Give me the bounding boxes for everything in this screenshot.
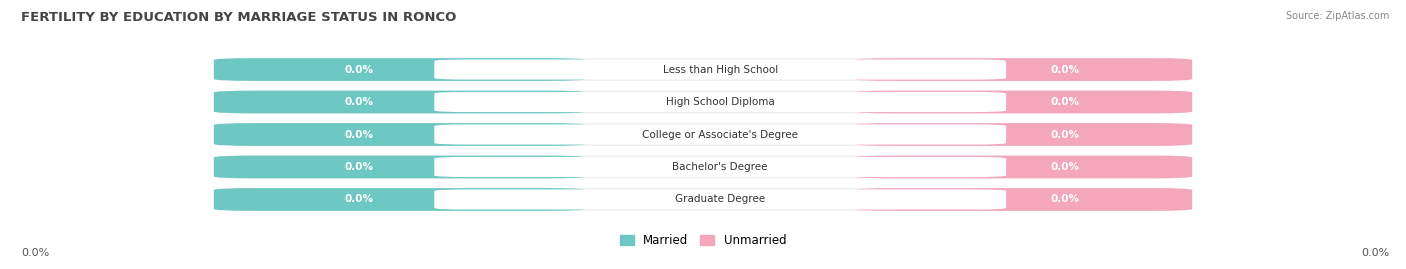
FancyBboxPatch shape <box>434 125 1007 144</box>
Text: 0.0%: 0.0% <box>344 162 373 172</box>
Text: High School Diploma: High School Diploma <box>666 97 775 107</box>
FancyBboxPatch shape <box>461 190 565 209</box>
FancyBboxPatch shape <box>461 158 565 176</box>
FancyBboxPatch shape <box>434 189 1007 210</box>
FancyBboxPatch shape <box>214 58 586 81</box>
FancyBboxPatch shape <box>855 58 1192 81</box>
Text: Bachelor's Degree: Bachelor's Degree <box>672 162 768 172</box>
Text: Source: ZipAtlas.com: Source: ZipAtlas.com <box>1285 11 1389 21</box>
Text: 0.0%: 0.0% <box>1050 194 1080 204</box>
FancyBboxPatch shape <box>214 155 586 178</box>
Text: 0.0%: 0.0% <box>1361 248 1389 258</box>
Text: Less than High School: Less than High School <box>662 65 778 75</box>
Text: 0.0%: 0.0% <box>1050 162 1080 172</box>
Text: 0.0%: 0.0% <box>344 194 373 204</box>
FancyBboxPatch shape <box>461 125 565 144</box>
FancyBboxPatch shape <box>875 60 993 79</box>
FancyBboxPatch shape <box>214 155 1192 178</box>
Text: College or Associate's Degree: College or Associate's Degree <box>643 129 799 140</box>
Text: Graduate Degree: Graduate Degree <box>675 194 765 204</box>
FancyBboxPatch shape <box>875 158 993 176</box>
Text: FERTILITY BY EDUCATION BY MARRIAGE STATUS IN RONCO: FERTILITY BY EDUCATION BY MARRIAGE STATU… <box>21 11 457 24</box>
Legend: Married, Unmarried: Married, Unmarried <box>614 229 792 252</box>
FancyBboxPatch shape <box>875 125 993 144</box>
FancyBboxPatch shape <box>875 93 993 111</box>
FancyBboxPatch shape <box>434 92 1007 112</box>
FancyBboxPatch shape <box>855 188 1192 211</box>
FancyBboxPatch shape <box>214 123 1192 146</box>
Text: 0.0%: 0.0% <box>1050 129 1080 140</box>
FancyBboxPatch shape <box>855 91 1192 114</box>
FancyBboxPatch shape <box>214 91 586 114</box>
Text: 0.0%: 0.0% <box>344 129 373 140</box>
FancyBboxPatch shape <box>461 60 565 79</box>
FancyBboxPatch shape <box>855 155 1192 178</box>
FancyBboxPatch shape <box>214 58 1192 81</box>
Text: 0.0%: 0.0% <box>344 65 373 75</box>
FancyBboxPatch shape <box>214 123 586 146</box>
FancyBboxPatch shape <box>214 188 1192 211</box>
FancyBboxPatch shape <box>214 91 1192 114</box>
Text: 0.0%: 0.0% <box>344 97 373 107</box>
Text: 0.0%: 0.0% <box>1050 97 1080 107</box>
FancyBboxPatch shape <box>214 188 586 211</box>
FancyBboxPatch shape <box>461 93 565 111</box>
FancyBboxPatch shape <box>875 190 993 209</box>
FancyBboxPatch shape <box>434 59 1007 80</box>
Text: 0.0%: 0.0% <box>1050 65 1080 75</box>
FancyBboxPatch shape <box>434 157 1007 177</box>
Text: 0.0%: 0.0% <box>21 248 49 258</box>
FancyBboxPatch shape <box>855 123 1192 146</box>
